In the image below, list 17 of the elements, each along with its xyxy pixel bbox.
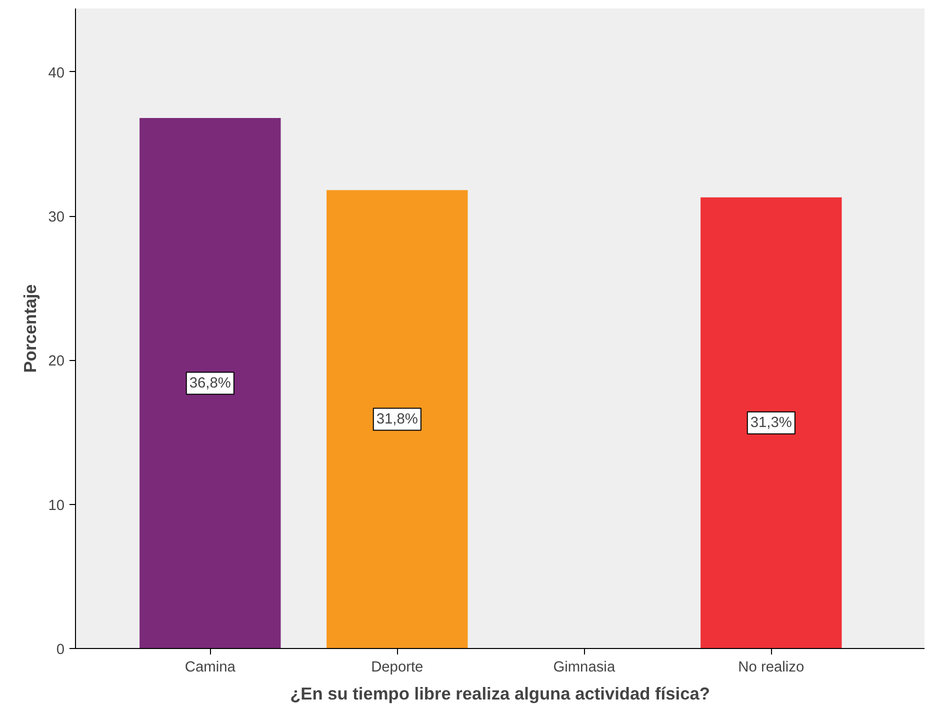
y-tick-label: 30 [48, 210, 65, 226]
y-tick-label: 20 [48, 354, 65, 370]
x-axis-title: ¿En su tiempo libre realiza alguna actividad física? [290, 684, 710, 704]
y-tick-label: 0 [56, 642, 65, 658]
x-tick-label: Camina [184, 660, 236, 676]
x-tick-label: No realizo [738, 660, 804, 676]
y-tick-label: 10 [48, 498, 65, 514]
bar [700, 197, 842, 648]
y-axis-title: Porcentaje [20, 284, 40, 373]
data-label: 31,3% [750, 414, 792, 431]
x-tick-label: Deporte [371, 660, 424, 676]
bar [140, 118, 281, 648]
x-tick-label: Gimnasia [553, 660, 616, 676]
bar [326, 190, 468, 648]
data-label: 36,8% [189, 375, 231, 392]
y-tick-label: 40 [48, 65, 65, 82]
data-label: 31,8% [376, 411, 418, 428]
